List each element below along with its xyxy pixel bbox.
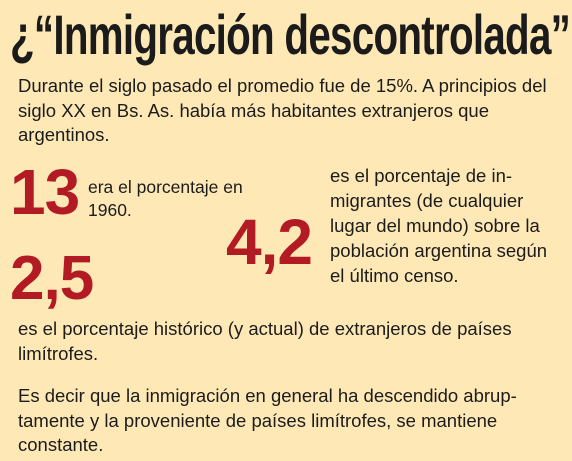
stat-value-1960: 13 [10, 156, 80, 228]
intro-paragraph: Durante el siglo pasado el promedio fue … [18, 75, 547, 145]
stat-text-1960: era el porcentaje en 1960. [88, 177, 243, 220]
stat-value-current-immigrants: 4,2 [226, 206, 313, 278]
stat-text-neighboring-countries: es el porcentaje histórico (y actual) de… [18, 318, 512, 364]
page-title: ¿“Inmigración descontrolada”? [10, 3, 572, 66]
stat-text-current-immigrants: es el porcentaje de in-migrantes (de cua… [330, 165, 548, 286]
stat-value-neighboring-countries: 2,5 [10, 244, 94, 313]
conclusion-paragraph: Es decir que la inmigración en general h… [18, 385, 517, 455]
